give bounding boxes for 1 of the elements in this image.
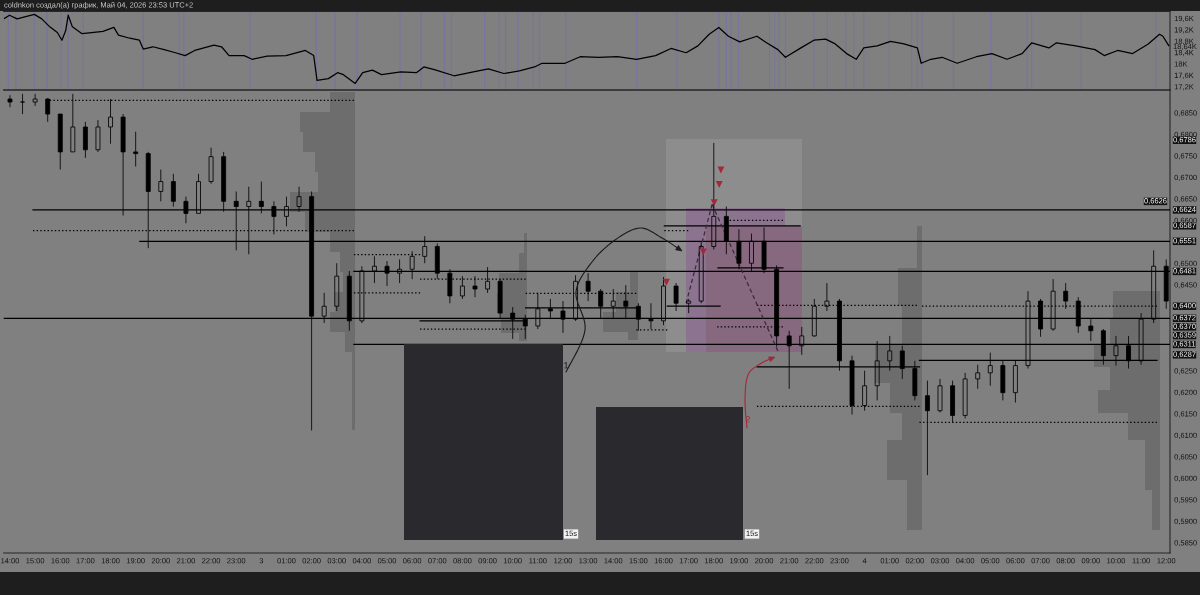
annotation: 1 (564, 362, 569, 369)
